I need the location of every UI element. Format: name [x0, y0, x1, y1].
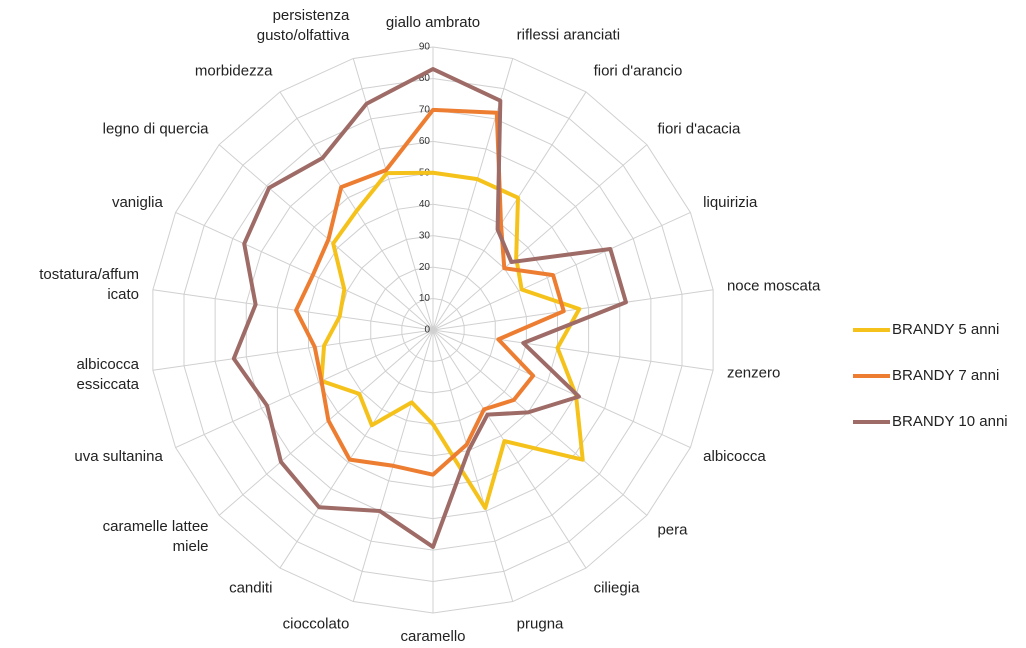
spoke: [152, 329, 434, 371]
category-label: persistenza gusto/olfattiva: [256, 6, 350, 44]
category-label: zenzero: [726, 364, 781, 382]
category-label: uva sultanina: [74, 448, 163, 466]
category-label: pera: [657, 522, 688, 540]
y-tick-label: 40: [419, 199, 431, 210]
category-label: vaniglia: [111, 193, 163, 211]
legend-label: BRANDY 7 anni: [892, 367, 999, 384]
y-tick-label: 0: [424, 325, 430, 336]
spoke: [432, 329, 514, 602]
legend-label: BRANDY 5 anni: [892, 321, 999, 338]
spoke: [432, 211, 691, 331]
spoke: [432, 329, 714, 371]
category-label: caramello: [400, 628, 466, 645]
category-label: caramelle lattee miele: [102, 518, 209, 556]
category-label: noce moscata: [726, 277, 821, 295]
series-line: [319, 170, 585, 511]
category-label: fiori d'arancio: [593, 62, 683, 80]
category-label: albicocca: [703, 448, 766, 466]
spoke: [432, 329, 691, 449]
y-tick-label: 60: [419, 136, 431, 147]
y-tick-label: 30: [419, 230, 431, 241]
spoke: [352, 58, 434, 331]
category-label: giallo ambrato: [385, 14, 481, 31]
category-label: morbidezza: [194, 62, 273, 80]
spoke: [218, 329, 434, 516]
category-label: albicocca essiccata: [76, 356, 140, 394]
spoke: [432, 91, 587, 331]
category-label: cioccolato: [282, 615, 350, 633]
y-tick-label: 90: [419, 42, 431, 53]
category-label: fiori d'acacia: [657, 119, 741, 137]
y-tick-label: 20: [419, 262, 431, 273]
category-label: canditi: [229, 579, 273, 597]
category-label: riflessi aranciati: [516, 26, 621, 44]
spoke: [432, 329, 587, 569]
spoke: [432, 329, 648, 516]
spoke: [432, 289, 714, 331]
category-label: legno di quercia: [102, 119, 209, 137]
y-tick-label: 10: [419, 293, 431, 304]
category-label: prugna: [516, 615, 564, 633]
series-line: [231, 67, 628, 549]
y-tick-label: 70: [419, 105, 431, 116]
spoke: [175, 211, 434, 331]
category-label: tostatura/affum icato: [39, 265, 140, 303]
spoke: [279, 329, 434, 569]
legend-label: BRANDY 10 anni: [892, 413, 1008, 430]
spoke: [218, 144, 434, 331]
y-tick-label: 80: [419, 73, 431, 84]
spoke: [152, 289, 434, 331]
spoke: [432, 144, 648, 331]
category-label: ciliegia: [593, 579, 640, 597]
spoke: [175, 329, 434, 449]
series-line: [294, 107, 566, 477]
category-label: liquirizia: [703, 193, 758, 211]
